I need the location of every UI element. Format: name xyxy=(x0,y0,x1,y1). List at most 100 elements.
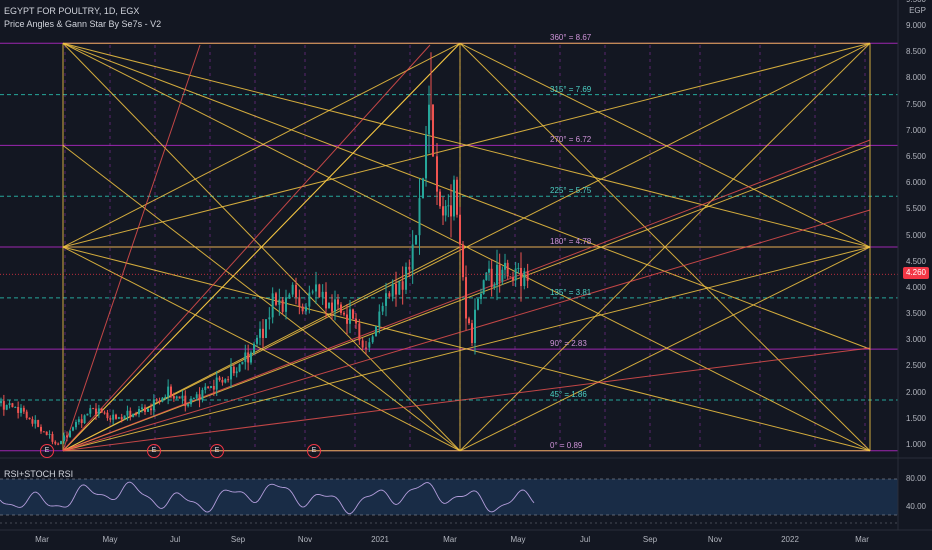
candle-body xyxy=(42,431,45,433)
candle-body xyxy=(5,404,8,410)
candle-body xyxy=(170,386,172,397)
earnings-marker[interactable]: E xyxy=(307,444,321,458)
candle-body xyxy=(526,271,529,281)
candle-body xyxy=(405,266,407,290)
candle-body xyxy=(66,435,68,438)
candle-body xyxy=(368,342,371,348)
candle-body xyxy=(520,267,522,287)
candle-body xyxy=(120,417,123,420)
candle-body xyxy=(352,309,354,319)
candle-body xyxy=(311,291,314,293)
candle-body xyxy=(14,407,17,409)
time-tick-label: 2022 xyxy=(781,535,799,544)
candle-body xyxy=(442,206,444,216)
gann-star-line xyxy=(62,246,461,452)
price-tick-label: 1.000 xyxy=(905,440,926,449)
candle-body xyxy=(106,412,109,419)
candle-body xyxy=(447,205,450,207)
time-tick-label: Jul xyxy=(579,535,591,544)
candle-body xyxy=(436,156,438,192)
rsi-title[interactable]: RSI+STOCH RSI xyxy=(4,469,74,479)
gann-star-line xyxy=(62,145,461,452)
gann-star-line xyxy=(62,246,871,452)
candle-body xyxy=(8,403,11,405)
candle-body xyxy=(432,104,434,157)
candle-body xyxy=(147,408,149,412)
candle-body xyxy=(72,427,74,431)
candle-body xyxy=(80,419,83,423)
candle-body xyxy=(89,408,92,414)
time-tick-label: Mar xyxy=(443,535,457,544)
currency-label: EGP xyxy=(909,6,926,15)
gann-star-line xyxy=(459,42,871,452)
gann-star-line xyxy=(62,42,871,350)
candle-body xyxy=(509,276,512,278)
candle-body xyxy=(415,235,417,245)
earnings-marker[interactable]: E xyxy=(210,444,224,458)
candle-body xyxy=(204,386,207,390)
candle-body xyxy=(97,408,100,415)
candle-body xyxy=(301,306,304,312)
gann-star-line xyxy=(62,42,461,248)
candle-body xyxy=(493,285,496,288)
candle-body xyxy=(92,408,95,410)
price-tick-label: 3.500 xyxy=(905,309,926,319)
candle-body xyxy=(250,352,252,363)
candle-body xyxy=(256,337,258,344)
candle-body xyxy=(192,398,195,400)
candle-body xyxy=(453,179,455,217)
candle-body xyxy=(195,394,198,399)
earnings-marker[interactable]: E xyxy=(147,444,161,458)
candle-body xyxy=(501,269,504,282)
rsi-panel xyxy=(0,457,932,524)
price-tick-label: 8.500 xyxy=(905,47,926,57)
gann-star-line xyxy=(459,42,871,248)
candle-body xyxy=(331,302,333,312)
time-tick-label: Nov xyxy=(707,535,723,544)
price-tick-label: 2.500 xyxy=(905,361,926,371)
gann-level-label: 225° = 5.75 xyxy=(550,186,592,196)
candle-body xyxy=(0,401,2,404)
candle-body xyxy=(295,284,297,298)
candle-body xyxy=(358,323,361,341)
candle-body xyxy=(210,386,212,389)
candle-body xyxy=(401,281,404,290)
candle-body xyxy=(308,292,311,307)
candle-body xyxy=(95,408,97,415)
time-tick-label: Mar xyxy=(855,535,869,544)
gann-star-line xyxy=(62,42,461,452)
candle-body xyxy=(349,309,351,324)
candle-body xyxy=(444,206,447,216)
price-tick-label: 1.500 xyxy=(905,413,926,423)
candle-body xyxy=(224,379,227,383)
rsi-line xyxy=(0,481,535,515)
candle-body xyxy=(285,297,287,312)
candle-body xyxy=(100,408,103,413)
candle-body xyxy=(391,283,394,297)
candle-body xyxy=(418,198,421,236)
candle-body xyxy=(477,298,479,310)
candle-body xyxy=(86,413,89,416)
symbol-title[interactable]: EGYPT FOR POULTRY, 1D, EGX xyxy=(4,6,140,16)
candle-body xyxy=(135,413,137,415)
candle-body xyxy=(109,418,112,420)
candle-body xyxy=(496,264,498,286)
candle-body xyxy=(268,317,271,320)
price-tick-label: 6.500 xyxy=(905,151,926,161)
candle-body xyxy=(155,399,158,401)
candle-body xyxy=(365,347,367,349)
price-tick-label: 4.500 xyxy=(905,256,926,266)
candle-body xyxy=(480,293,482,299)
candle-body xyxy=(190,398,192,405)
price-tick-label: 6.000 xyxy=(905,178,926,188)
candle-body xyxy=(11,403,14,408)
candle-body xyxy=(456,179,458,215)
candle-body xyxy=(474,309,476,343)
candle-body xyxy=(244,352,247,362)
candle-body xyxy=(398,281,401,295)
gann-level-label: 315° = 7.69 xyxy=(550,84,592,94)
earnings-marker[interactable]: E xyxy=(40,444,54,458)
indicator-title[interactable]: Price Angles & Gann Star By Se7s - V2 xyxy=(4,19,162,29)
candle-body xyxy=(340,304,342,313)
